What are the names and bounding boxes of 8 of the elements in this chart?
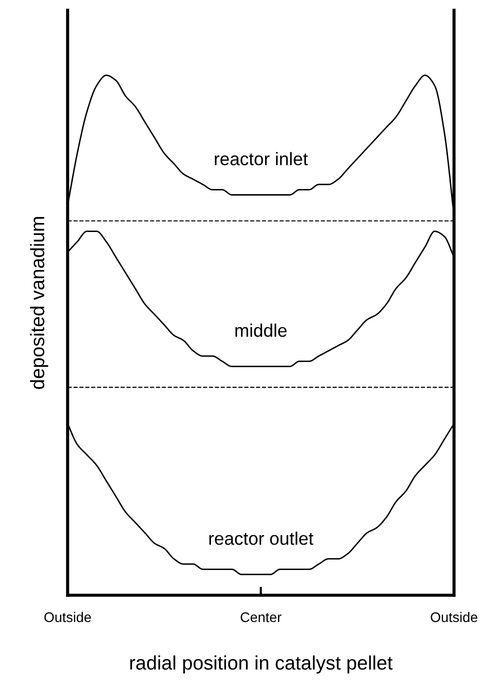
y-axis-title: deposited vanadium — [30, 217, 48, 389]
x-tick-label: Outside — [44, 612, 91, 622]
x-tick-label: Center — [240, 612, 282, 622]
series-label: middle — [235, 324, 287, 337]
series-label: reactor inlet — [214, 152, 308, 166]
x-tick-label: Outside — [430, 612, 478, 622]
x-axis-title: radial position in catalyst pellet — [130, 655, 393, 674]
series-label: reactor outlet — [209, 532, 314, 545]
